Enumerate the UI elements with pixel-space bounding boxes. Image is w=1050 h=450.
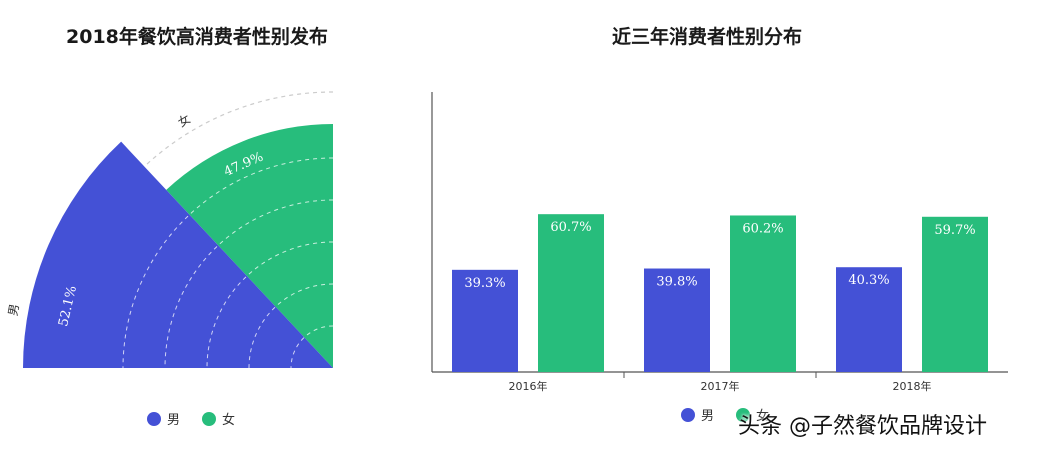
bar-category-label-2: 2017年: [701, 379, 740, 393]
pie-inner-ring-1: [290, 325, 334, 369]
bar-label-female-2: 60.2%: [742, 221, 783, 236]
legend-male-label: 男: [167, 413, 181, 428]
bar-label-male-1: 39.3%: [464, 276, 505, 291]
bar-legend-male-swatch: [681, 407, 695, 422]
pie-inner-ring-2: [248, 283, 334, 369]
pie-inner-ring-3: [206, 241, 334, 369]
pie-inner-ring-5: [122, 157, 334, 369]
bar-male-3: [836, 267, 902, 372]
bar-male-2: [644, 268, 710, 372]
bar-legend: 男 女: [681, 405, 791, 424]
pie-slice-female: [166, 124, 333, 368]
legend-male-swatch: [147, 411, 161, 426]
bar-label-male-3: 40.3%: [848, 273, 889, 288]
bar-category-label-1: 2016年: [509, 379, 548, 393]
legend-female-swatch: [202, 411, 217, 426]
bar-legend-female-swatch: [736, 407, 751, 422]
bar-label-female-3: 59.7%: [934, 223, 975, 238]
bar-label-male-2: 39.8%: [656, 275, 697, 290]
legend-female-label: 女: [222, 413, 236, 428]
bar-legend-item-female: 女: [736, 405, 769, 424]
pie-category-female: 女: [175, 111, 193, 130]
bar-legend-female-label: 女: [756, 409, 770, 424]
bar-female-2: [730, 215, 796, 372]
pie-chart-title: 2018年餐饮高消费者性别发布: [66, 26, 328, 48]
bar-male-1: [452, 269, 518, 372]
pie-inner-ring-4: [164, 199, 334, 369]
legend-item-male: 男: [147, 409, 180, 428]
bar-legend-item-male: 男: [681, 405, 714, 424]
pie-legend: 男 女: [147, 409, 257, 428]
legend-item-female: 女: [202, 409, 235, 428]
watermark: 头条 @子然餐饮品牌设计: [738, 414, 987, 439]
bar-legend-male-label: 男: [701, 409, 715, 424]
pie-slice-male: [23, 141, 333, 368]
bar-category-label-3: 2018年: [893, 379, 932, 393]
bar-chart-title: 近三年消费者性别分布: [612, 26, 803, 48]
bar-female-1: [538, 214, 604, 372]
bar-female-3: [922, 216, 988, 372]
pie-category-male: 男: [6, 303, 22, 317]
bar-label-female-1: 60.7%: [550, 220, 591, 235]
